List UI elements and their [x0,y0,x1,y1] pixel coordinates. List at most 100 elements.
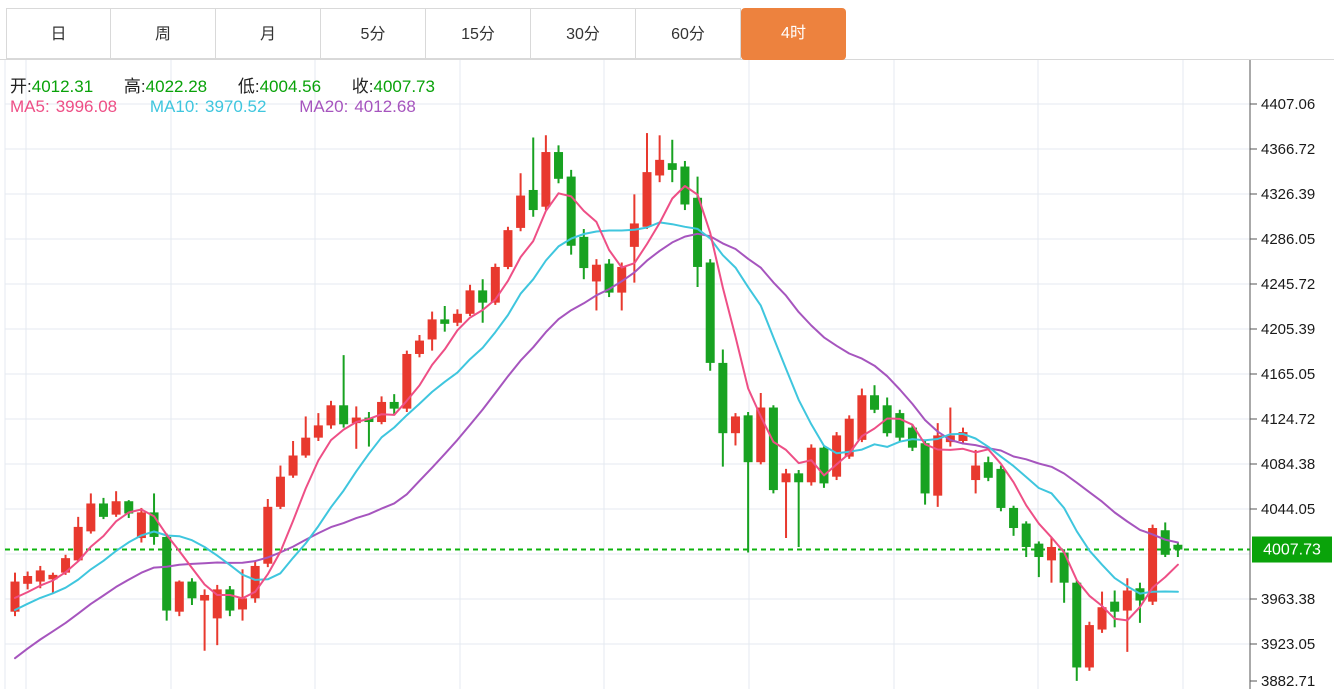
candle-body [983,462,993,478]
candle-body [768,407,778,491]
tab-day[interactable]: 日 [6,8,111,59]
candle-body [313,425,323,438]
candle-body [414,340,424,354]
candle-body [1097,607,1107,630]
close-label: 收: [351,77,374,96]
candle-body [579,236,589,269]
y-axis-label: 4124.72 [1261,411,1315,428]
candle-body [693,197,703,267]
candle-body [819,447,829,484]
candle-body [1034,543,1044,558]
candle-body [1122,590,1132,611]
ohlc-legend: 开:4012.31 高:4022.28 低:4004.56 收:4007.73 [10,72,461,97]
ma5-label: MA5: [10,97,50,116]
y-axis-label: 4044.05 [1261,501,1315,518]
ma20-label: MA20: [299,97,349,116]
chart-svg[interactable]: 4407.06 4366.72 4326.39 4286.05 4245.72 4205.… [0,60,1334,689]
y-axis-label: 4407.06 [1261,96,1315,113]
candle-body [427,319,437,340]
low-label: 低: [237,77,260,96]
open-label: 开: [10,77,32,96]
candle-body [162,536,172,611]
candle-body [389,401,399,409]
low-value: 4004.56 [259,77,322,96]
y-axis-label: 3882.71 [1261,673,1315,689]
candle-body [591,264,601,282]
tab-30min[interactable]: 30分 [531,8,636,59]
candle-body [958,432,968,441]
y-axis-label: 4245.72 [1261,276,1315,293]
candle-body [452,313,462,323]
candle-body [743,415,753,463]
candle-body [1059,552,1069,583]
candle-body [288,455,298,476]
ma5-value: 3996.08 [55,97,118,116]
candle-body [655,159,665,176]
ma20-line [14,232,1179,660]
candle-body [238,598,248,610]
candle-body [705,262,715,363]
candle-body [377,401,387,423]
open-value: 4012.31 [31,77,94,96]
candle-body [528,189,538,211]
tab-week[interactable]: 周 [111,8,216,59]
y-axis-label: 3963.38 [1261,591,1315,608]
candle-body [1009,507,1019,529]
ma10-label: MA10: [149,97,200,116]
y-axis-label: 4084.38 [1261,456,1315,473]
candle-body [806,447,816,483]
candle-body [23,575,33,584]
current-price-badge-label: 4007.73 [1263,542,1321,559]
candle-body [136,512,146,539]
candle-body [642,172,652,227]
candle-body [124,501,134,514]
candle-body [844,418,854,457]
candle-body [339,405,349,425]
ma10-value: 3970.52 [205,97,267,116]
y-axis-label: 4326.39 [1261,186,1315,203]
candle-body [351,417,361,424]
timeframe-tabs: 日 周 月 5分 15分 30分 60分 4时 [6,8,846,60]
candlestick-chart[interactable]: 4407.06 4366.72 4326.39 4286.05 4245.72 4205.… [0,60,1334,689]
candle-body [86,503,96,532]
ma5-line [14,185,1179,622]
candle-body [465,290,475,314]
ma20-value: 4012.68 [354,97,416,116]
close-value: 4007.73 [373,77,435,96]
candle-body [516,195,526,228]
candle-body [857,395,867,440]
candle-body [490,266,500,303]
candle-body [718,362,728,434]
candle-body [541,152,551,207]
candle-body [1173,544,1183,550]
candle-body [402,353,412,409]
candle-body [440,319,450,324]
candle-body [35,570,45,582]
high-label: 高: [123,77,146,96]
candle-body [1072,582,1082,668]
tab-5min[interactable]: 5分 [321,8,426,59]
candle-body [200,594,210,601]
tab-15min[interactable]: 15分 [426,8,531,59]
candle-body [832,435,842,477]
candle-body [98,503,108,517]
candle-body [629,223,639,247]
tab-month[interactable]: 月 [216,8,321,59]
candle-body [1046,546,1056,561]
candle-body [920,443,930,494]
candle-body [61,558,71,573]
candle-body [478,290,488,303]
tab-60min[interactable]: 60分 [636,8,741,59]
candle-body [945,435,955,443]
y-axis-label: 4165.05 [1261,366,1315,383]
candle-body [212,589,222,619]
candle-body [667,163,677,170]
y-axis-label: 4286.05 [1261,231,1315,248]
candle-body [73,526,83,561]
candle-body [907,427,917,448]
candle-body [1021,523,1031,547]
candle-body [895,413,905,438]
tab-4hour[interactable]: 4时 [741,8,846,60]
candle-body [149,512,159,537]
